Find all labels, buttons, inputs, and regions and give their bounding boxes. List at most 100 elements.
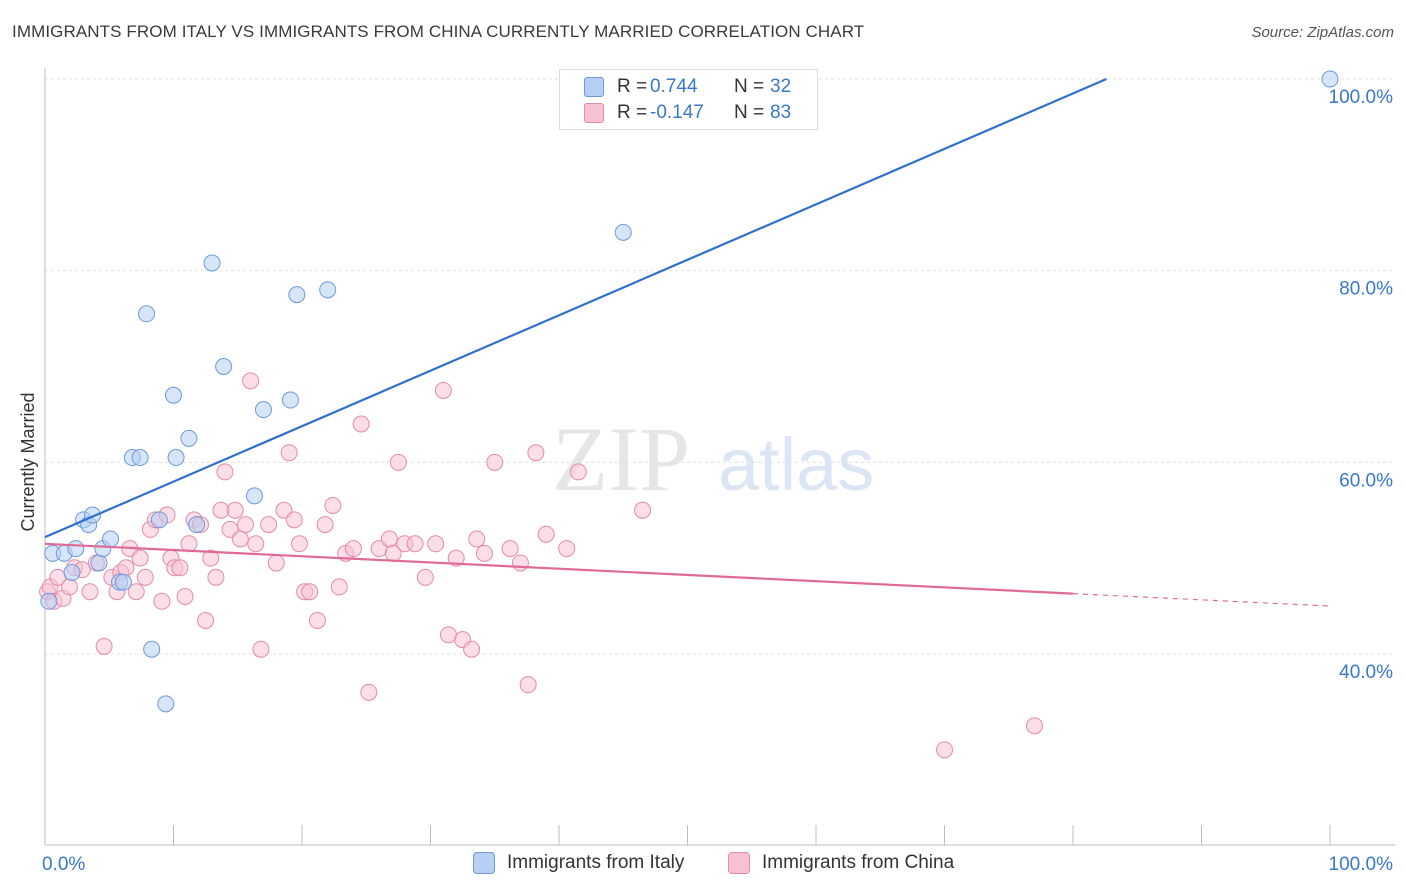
china-point-47 — [290, 535, 308, 553]
legend-swatch-china — [584, 103, 604, 123]
italy-point-3 — [63, 564, 81, 582]
legend-n-label: N = — [734, 102, 765, 123]
china-point-83 — [1025, 717, 1043, 735]
china-point-10 — [95, 637, 113, 655]
china-point-8 — [81, 583, 99, 601]
china-point-36 — [226, 501, 244, 519]
china-point-42 — [260, 516, 278, 534]
legend-swatch-italy — [584, 77, 604, 97]
china-point-14 — [117, 559, 135, 577]
china-point-17 — [131, 549, 149, 567]
y-axis-title: Currently Married — [18, 392, 38, 531]
china-point-51 — [316, 516, 334, 534]
trend-lines — [44, 77, 1331, 607]
china-point-41 — [252, 640, 270, 658]
china-point-49 — [301, 583, 319, 601]
italy-point-31 — [1321, 70, 1339, 88]
china-point-25 — [171, 559, 189, 577]
china-point-37 — [231, 530, 249, 548]
china-point-66 — [434, 381, 452, 399]
italy-point-14 — [131, 449, 149, 467]
italy-point-8 — [90, 554, 108, 572]
china-points — [39, 372, 1043, 759]
china-point-56 — [352, 415, 370, 433]
italy-point-20 — [167, 449, 185, 467]
italy-point-17 — [150, 511, 168, 529]
china-point-80 — [569, 463, 587, 481]
china-point-21 — [153, 592, 171, 610]
italy-point-29 — [319, 281, 337, 299]
china-point-81 — [634, 501, 652, 519]
italy-point-15 — [138, 305, 156, 323]
china-point-40 — [247, 535, 265, 553]
watermark-zip: ZIP — [552, 408, 690, 510]
china-point-75 — [511, 554, 529, 572]
china-point-79 — [558, 540, 576, 558]
china-trend-line — [44, 542, 1074, 595]
legend-n-label: N = — [734, 76, 765, 97]
watermark: ZIP atlas — [552, 408, 874, 510]
italy-points — [40, 70, 1339, 713]
italy-point-23 — [203, 254, 221, 272]
italy-point-4 — [67, 540, 85, 558]
china-point-38 — [236, 516, 254, 534]
china-point-32 — [207, 568, 225, 586]
italy-point-16 — [143, 640, 161, 658]
china-point-34 — [216, 463, 234, 481]
china-point-71 — [468, 530, 486, 548]
china-point-73 — [486, 453, 504, 471]
china-point-31 — [202, 549, 220, 567]
china-point-78 — [537, 525, 555, 543]
china-point-52 — [324, 496, 342, 514]
bottom-legend-label-italy: Immigrants from Italy — [507, 852, 685, 873]
china-point-65 — [427, 535, 445, 553]
y-tick-labels: 40.0% 60.0% 80.0% 100.0% — [1329, 87, 1394, 683]
y-tick-label-100: 100.0% — [1329, 87, 1394, 108]
china-point-82 — [936, 741, 953, 759]
bottom-legend-label-china: Immigrants from China — [762, 852, 955, 873]
x-tick-label-max: 100.0% — [1329, 854, 1394, 875]
legend-r-label: R = — [617, 76, 648, 97]
china-point-45 — [280, 444, 298, 462]
china-point-67 — [439, 626, 457, 644]
china-point-50 — [308, 611, 326, 629]
china-point-26 — [176, 588, 194, 605]
china-point-74 — [501, 540, 519, 558]
china-point-33 — [212, 501, 230, 519]
italy-point-25 — [245, 487, 263, 505]
italy-point-10 — [102, 530, 120, 548]
watermark-atlas: atlas — [718, 423, 874, 506]
bottom-legend-swatch-italy — [473, 852, 495, 874]
legend-r-label: R = — [617, 102, 648, 123]
x-tick-label-min: 0.0% — [42, 854, 85, 875]
china-point-53 — [330, 578, 348, 596]
italy-point-18 — [157, 695, 175, 713]
legend-r-value: 0.744 — [650, 76, 698, 97]
italy-point-21 — [180, 429, 198, 447]
china-point-16 — [127, 583, 145, 601]
italy-trend-line — [44, 77, 1107, 539]
italy-point-19 — [165, 386, 182, 404]
italy-point-30 — [614, 223, 632, 241]
y-tick-label-60: 60.0% — [1339, 470, 1393, 491]
china-point-64 — [416, 568, 434, 586]
chart-title: IMMIGRANTS FROM ITALY VS IMMIGRANTS FROM… — [12, 22, 865, 41]
italy-point-0 — [40, 592, 58, 610]
source-label: Source: ZipAtlas.com — [1251, 24, 1394, 41]
china-point-76 — [519, 676, 537, 694]
legend-r-value: -0.147 — [650, 102, 704, 123]
italy-point-27 — [281, 391, 299, 409]
y-tick-label-40: 40.0% — [1339, 662, 1393, 683]
china-point-5 — [60, 578, 78, 596]
china-point-59 — [380, 530, 398, 548]
china-point-72 — [475, 544, 493, 562]
italy-point-22 — [188, 516, 206, 534]
china-point-39 — [242, 372, 260, 390]
china-point-46 — [285, 511, 303, 529]
italy-point-24 — [215, 358, 233, 375]
china-point-27 — [180, 535, 198, 553]
x-axis-ticks — [173, 825, 1331, 845]
italy-point-28 — [288, 286, 306, 304]
china-point-61 — [389, 453, 407, 471]
